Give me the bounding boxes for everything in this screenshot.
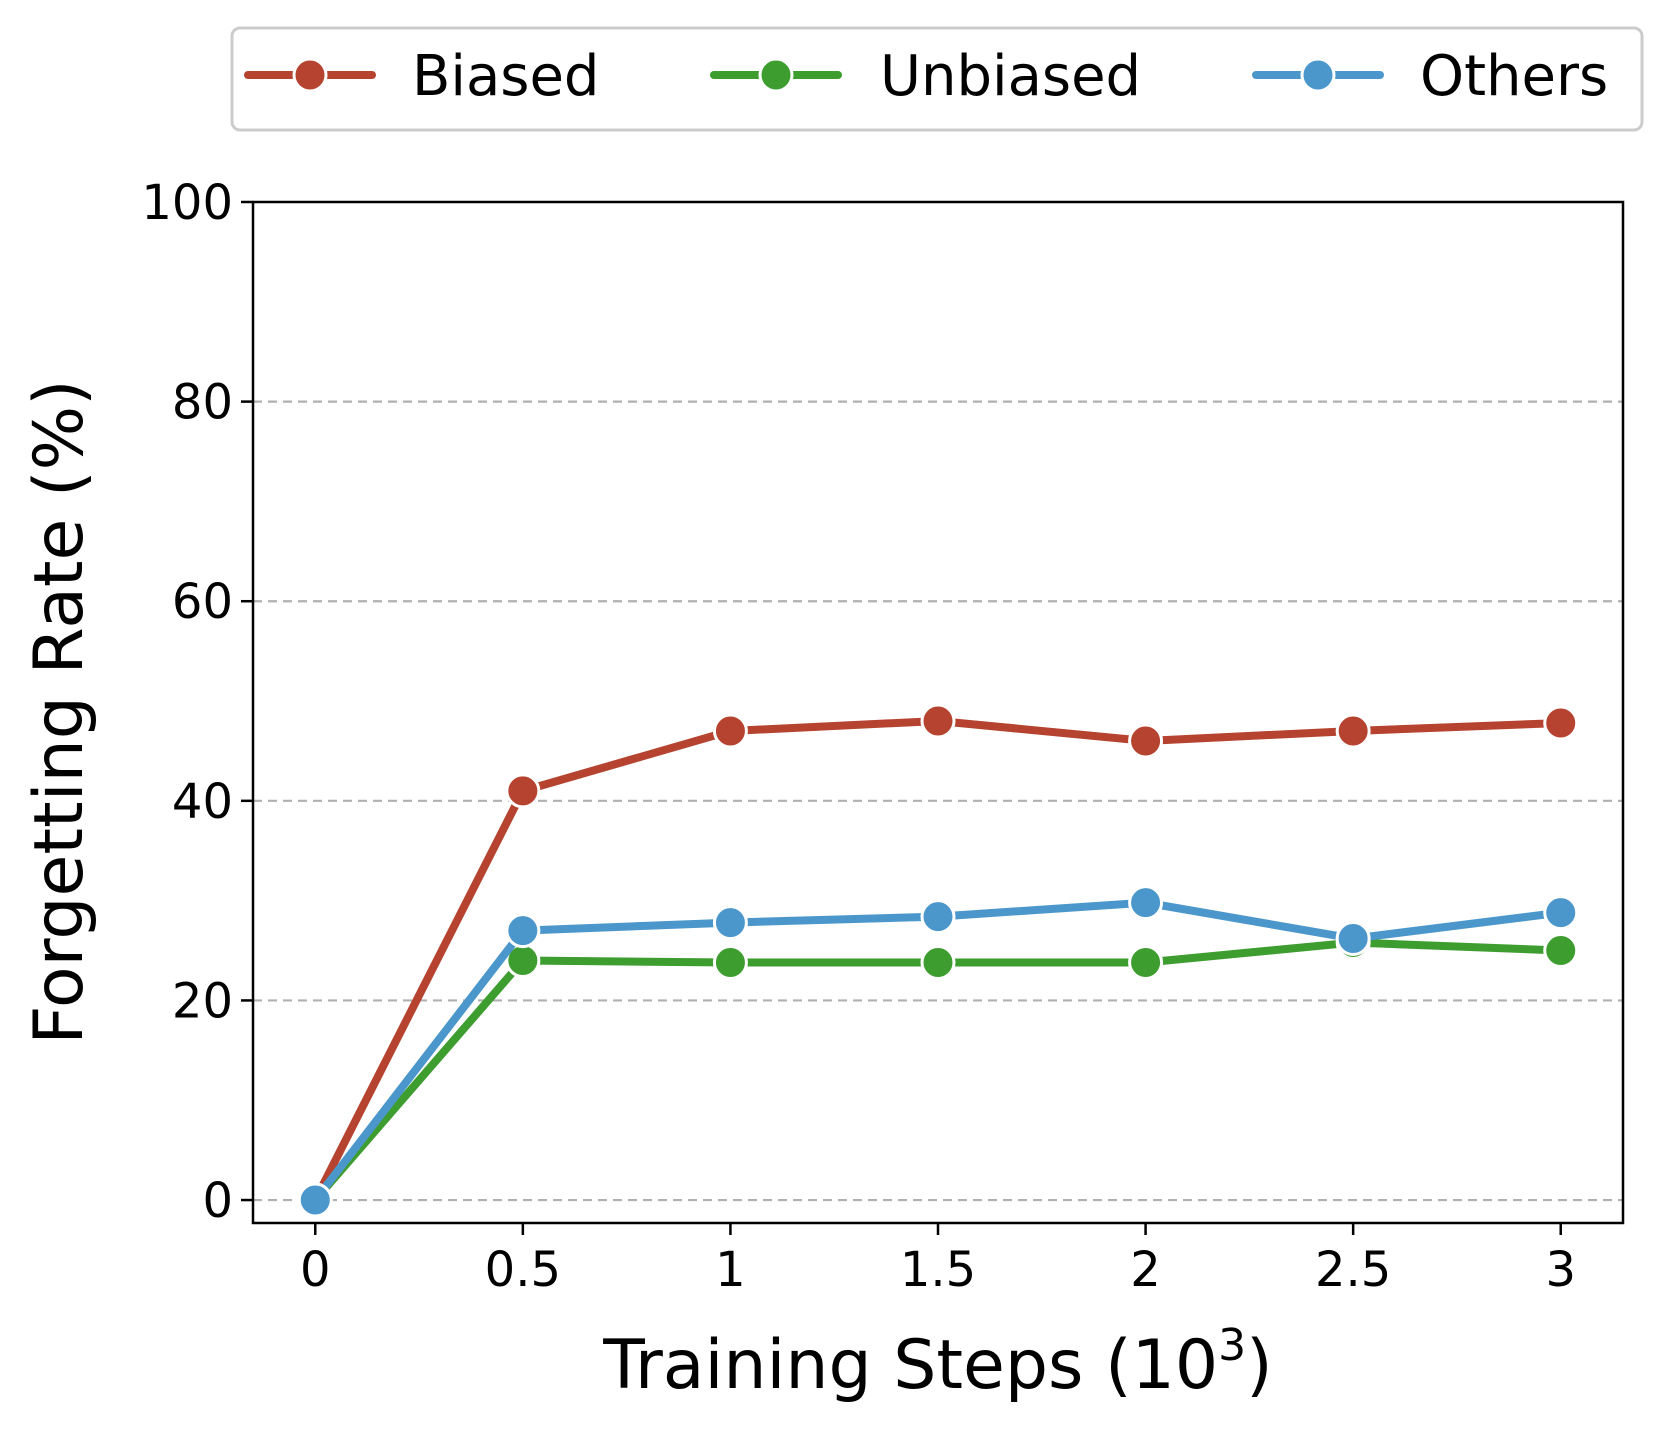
x-tick-label: 2.5	[1315, 1242, 1391, 1298]
x-tick-label: 1	[715, 1242, 746, 1298]
y-tick-label: 80	[172, 375, 233, 431]
data-point-unbiased	[1128, 945, 1164, 981]
data-point-others	[1335, 921, 1371, 957]
y-tick-label: 40	[172, 774, 233, 830]
legend-label: Biased	[412, 44, 599, 109]
data-point-unbiased	[1543, 933, 1579, 969]
data-point-others	[297, 1182, 333, 1218]
grid	[253, 400, 1623, 1202]
x-axis-label-sup: 3	[1218, 1320, 1246, 1371]
legend-box	[230, 26, 1644, 132]
series-line-unbiased	[311, 938, 1565, 1205]
data-point-others	[1128, 885, 1164, 921]
legend-marker	[1300, 57, 1336, 93]
data-point-others	[712, 905, 748, 941]
y-axis-ticks: 0 20 40 60 80 100	[141, 175, 253, 1229]
data-point-biased	[505, 773, 541, 809]
data-point-biased	[1543, 705, 1579, 741]
legend-entry-unbiased: Unbiased	[710, 44, 1141, 109]
data-point-biased	[920, 703, 956, 739]
y-tick-label: 100	[141, 175, 233, 231]
data-point-biased	[712, 713, 748, 749]
legend-label: Unbiased	[880, 44, 1141, 109]
x-tick-label: 1.5	[900, 1242, 976, 1298]
data-point-unbiased	[920, 945, 956, 981]
x-tick-label: 0	[300, 1242, 331, 1298]
x-axis-label-close: )	[1246, 1326, 1273, 1405]
x-tick-label: 2	[1130, 1242, 1161, 1298]
data-point-others	[920, 899, 956, 935]
legend-marker	[292, 57, 328, 93]
data-point-unbiased	[712, 945, 748, 981]
data-point-biased	[1128, 723, 1164, 759]
series-layer	[297, 703, 1579, 1218]
x-axis-ticks: 0 0.5 1 1.5 2 2.5 3	[300, 1223, 1576, 1298]
y-tick-label: 60	[172, 574, 233, 630]
y-axis-label: Forgetting Rate (%)	[20, 379, 99, 1044]
x-tick-label: 3	[1545, 1242, 1576, 1298]
legend-entry-others: Others	[1252, 44, 1608, 109]
x-axis-label: Training Steps (103)	[602, 1320, 1272, 1405]
y-tick-label: 20	[172, 973, 233, 1029]
legend-label: Others	[1420, 44, 1608, 109]
x-tick-label: 0.5	[485, 1242, 561, 1298]
legend: Biased Unbiased Others	[230, 26, 1644, 132]
data-point-others	[1543, 895, 1579, 931]
data-point-biased	[1335, 713, 1371, 749]
y-tick-label: 0	[202, 1173, 233, 1229]
legend-entry-biased: Biased	[244, 44, 599, 109]
data-point-others	[505, 913, 541, 949]
x-axis-label-main: Training Steps (10	[602, 1326, 1218, 1405]
legend-marker	[758, 57, 794, 93]
series-others	[297, 885, 1579, 1218]
